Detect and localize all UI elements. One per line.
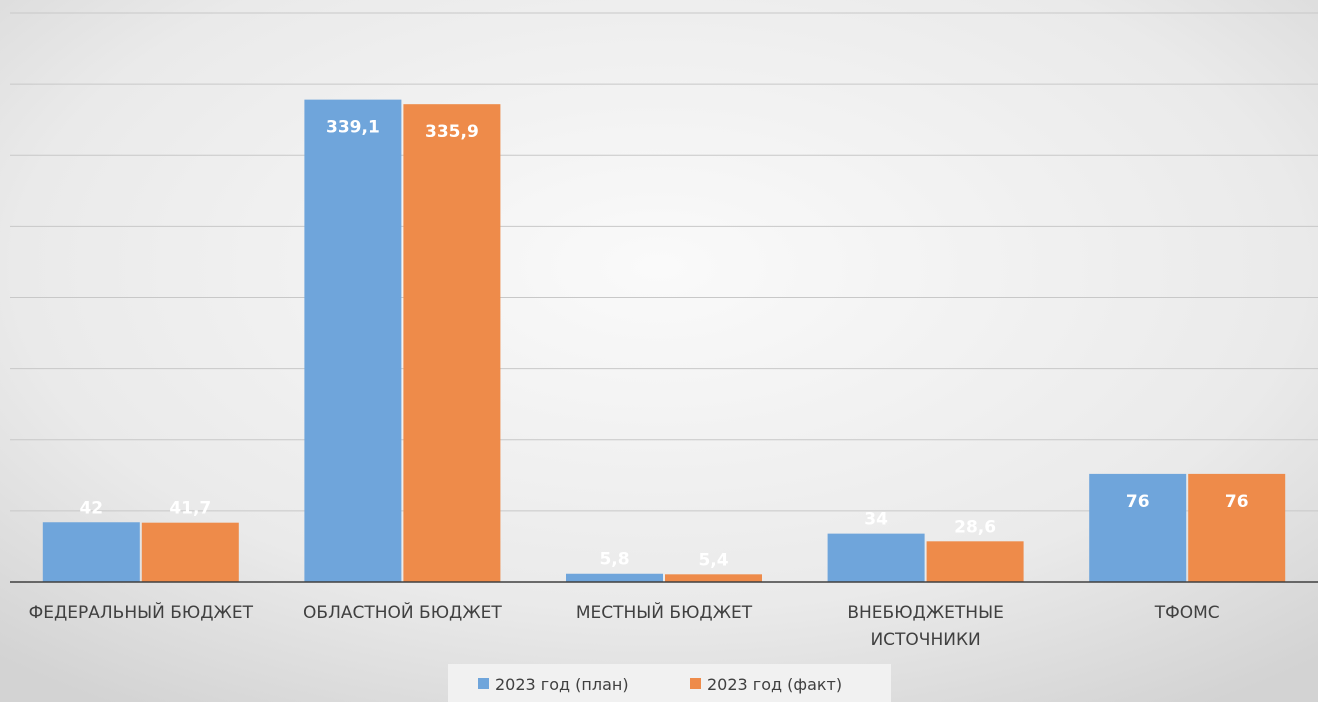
data-label: 5,4	[698, 550, 728, 570]
bars	[42, 99, 1286, 582]
legend[interactable]: 2023 год (план) 2023 год (факт)	[448, 664, 891, 702]
legend-swatch	[478, 678, 489, 689]
data-label: 41,7	[169, 499, 211, 519]
bar-fact	[1188, 473, 1286, 582]
data-label: 335,9	[425, 122, 479, 142]
legend-label: 2023 год (план)	[495, 675, 629, 694]
data-label: 34	[864, 510, 888, 530]
legend-box	[448, 664, 891, 702]
data-label: 5,8	[599, 550, 629, 570]
bar-plan	[304, 99, 402, 582]
bar-plan	[1089, 473, 1187, 582]
legend-label: 2023 год (факт)	[707, 675, 842, 694]
gridlines	[10, 12, 1318, 512]
category-label: ОБЛАСТНОЙ БЮДЖЕТ	[303, 601, 502, 623]
data-label: 76	[1126, 492, 1150, 512]
bar-fact	[141, 522, 239, 582]
data-label: 339,1	[326, 118, 380, 138]
category-label: ФЕДЕРАЛЬНЫЙ БЮДЖЕТ	[29, 601, 254, 623]
category-label: МЕСТНЫЙ БЮДЖЕТ	[576, 601, 753, 623]
bar-plan	[566, 573, 663, 582]
bar-fact	[926, 541, 1024, 582]
bar-fact	[665, 574, 762, 582]
category-label: ИСТОЧНИКИ	[870, 630, 980, 650]
x-axis: ФЕДЕРАЛЬНЫЙ БЮДЖЕТ ОБЛАСТНОЙ БЮДЖЕТ МЕСТНЫ…	[10, 581, 1318, 650]
data-label: 28,6	[954, 517, 996, 537]
legend-swatch	[690, 678, 701, 689]
bar-plan	[827, 533, 925, 582]
data-label: 42	[79, 498, 103, 518]
bar-fact	[403, 104, 501, 582]
bar-plan	[42, 522, 140, 582]
data-labels: 42 41,7 339,1 335,9 5,8 5,4 34 28,6 76 76	[79, 118, 1248, 571]
category-label: ТФОМС	[1154, 603, 1220, 623]
category-label: ВНЕБЮДЖЕТНЫЕ	[847, 603, 1003, 623]
data-label: 76	[1225, 492, 1249, 512]
